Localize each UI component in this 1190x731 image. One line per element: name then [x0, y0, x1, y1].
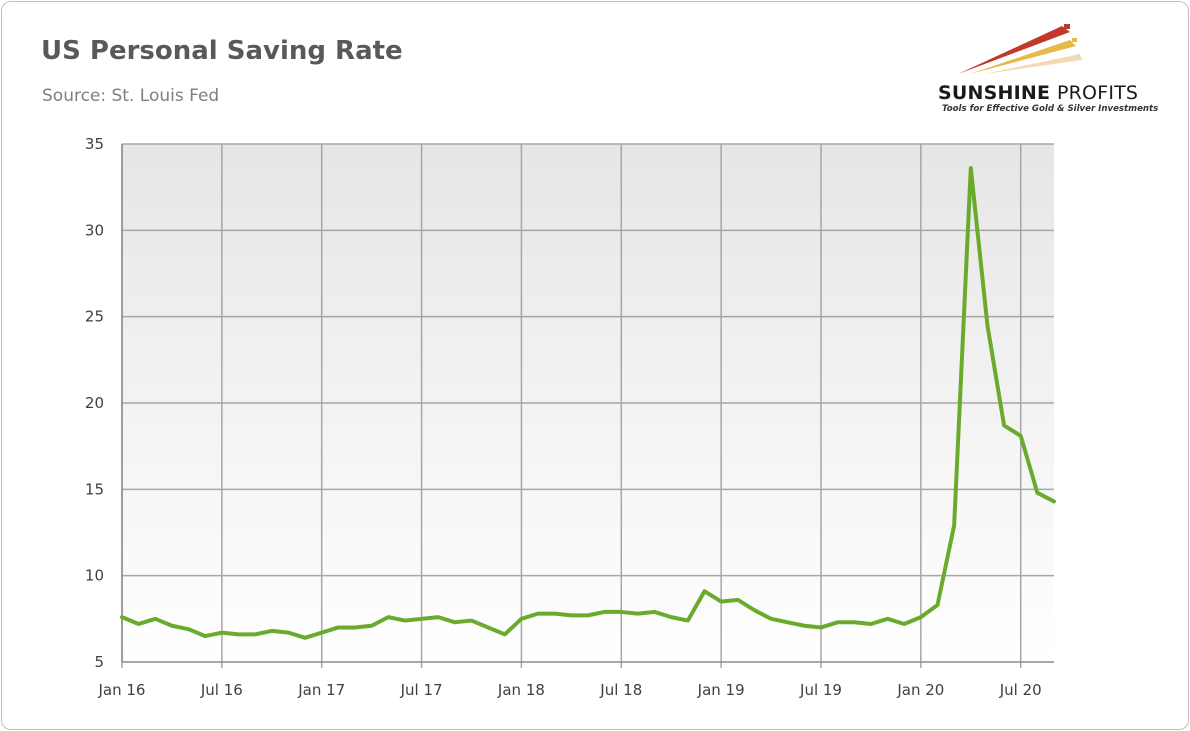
data-point	[1052, 499, 1056, 503]
data-point	[836, 620, 840, 624]
data-point	[985, 323, 989, 327]
data-point	[902, 622, 906, 626]
data-point	[270, 629, 274, 633]
logo-brand-bold: SUNSHINE	[938, 82, 1051, 104]
y-tick-label: 20	[85, 394, 104, 412]
x-tick-label: Jul 19	[799, 681, 842, 699]
data-point	[869, 622, 873, 626]
data-point	[603, 610, 607, 614]
data-point	[752, 608, 756, 612]
data-point	[719, 600, 723, 604]
data-point	[320, 631, 324, 635]
data-point	[819, 625, 823, 629]
x-tick-label: Jan 17	[297, 681, 345, 699]
chart-title: US Personal Saving Rate	[41, 36, 403, 66]
data-point	[703, 589, 707, 593]
logo-swoosh-icon	[958, 24, 1082, 74]
data-point	[220, 631, 224, 635]
data-point	[420, 617, 424, 621]
data-point	[370, 624, 374, 628]
data-point	[802, 624, 806, 628]
data-point	[153, 617, 157, 621]
data-point	[187, 627, 191, 631]
logo-brand-text: SUNSHINE PROFITS	[938, 82, 1138, 104]
data-point	[952, 524, 956, 528]
data-point	[852, 620, 856, 624]
x-tick-label: Jan 19	[697, 681, 745, 699]
data-point	[1019, 434, 1023, 438]
data-point	[1035, 491, 1039, 495]
y-tick-label: 35	[85, 135, 104, 153]
data-point	[519, 617, 523, 621]
data-point	[786, 620, 790, 624]
data-point	[669, 615, 673, 619]
data-point	[286, 631, 290, 635]
data-point	[969, 166, 973, 170]
y-tick-label: 5	[94, 653, 104, 671]
x-tick-label: Jan 20	[896, 681, 944, 699]
data-point	[886, 617, 890, 621]
data-point	[503, 632, 507, 636]
chart-subtitle: Source: St. Louis Fed	[42, 86, 220, 106]
data-point	[936, 603, 940, 607]
data-point	[170, 624, 174, 628]
data-point	[486, 625, 490, 629]
logo-tagline: Tools for Effective Gold & Silver Invest…	[942, 104, 1159, 114]
data-point	[919, 615, 923, 619]
data-point	[653, 610, 657, 614]
data-point	[386, 615, 390, 619]
x-tick-label: Jul 16	[200, 681, 243, 699]
data-point	[586, 613, 590, 617]
data-point	[470, 619, 474, 623]
data-point	[253, 632, 257, 636]
y-tick-label: 10	[85, 567, 104, 585]
data-point	[137, 622, 141, 626]
x-tick-label: Jul 18	[599, 681, 642, 699]
data-point	[203, 634, 207, 638]
logo-brand-light: PROFITS	[1056, 82, 1139, 104]
data-point	[237, 632, 241, 636]
y-tick-label: 25	[85, 308, 104, 326]
y-tick-label: 15	[85, 480, 104, 498]
data-point	[353, 625, 357, 629]
x-tick-label: Jan 16	[98, 681, 146, 699]
data-point	[553, 612, 557, 616]
data-point	[736, 598, 740, 602]
data-point	[1002, 423, 1006, 427]
saving-rate-line	[120, 166, 1056, 640]
data-point	[403, 619, 407, 623]
data-point	[569, 613, 573, 617]
y-tick-label: 30	[85, 221, 104, 239]
data-point	[769, 617, 773, 621]
x-tick-label: Jul 20	[999, 681, 1042, 699]
data-point	[536, 612, 540, 616]
data-point	[619, 610, 623, 614]
data-point	[636, 612, 640, 616]
x-tick-label: Jul 17	[400, 681, 443, 699]
sunshine-profits-logo: SUNSHINE PROFITS Tools for Effective Gol…	[930, 18, 1172, 126]
data-point	[436, 615, 440, 619]
data-point	[303, 636, 307, 640]
data-point	[120, 615, 124, 619]
x-tick-label: Jan 18	[497, 681, 545, 699]
data-point	[686, 619, 690, 623]
data-point	[336, 625, 340, 629]
data-point	[453, 620, 457, 624]
